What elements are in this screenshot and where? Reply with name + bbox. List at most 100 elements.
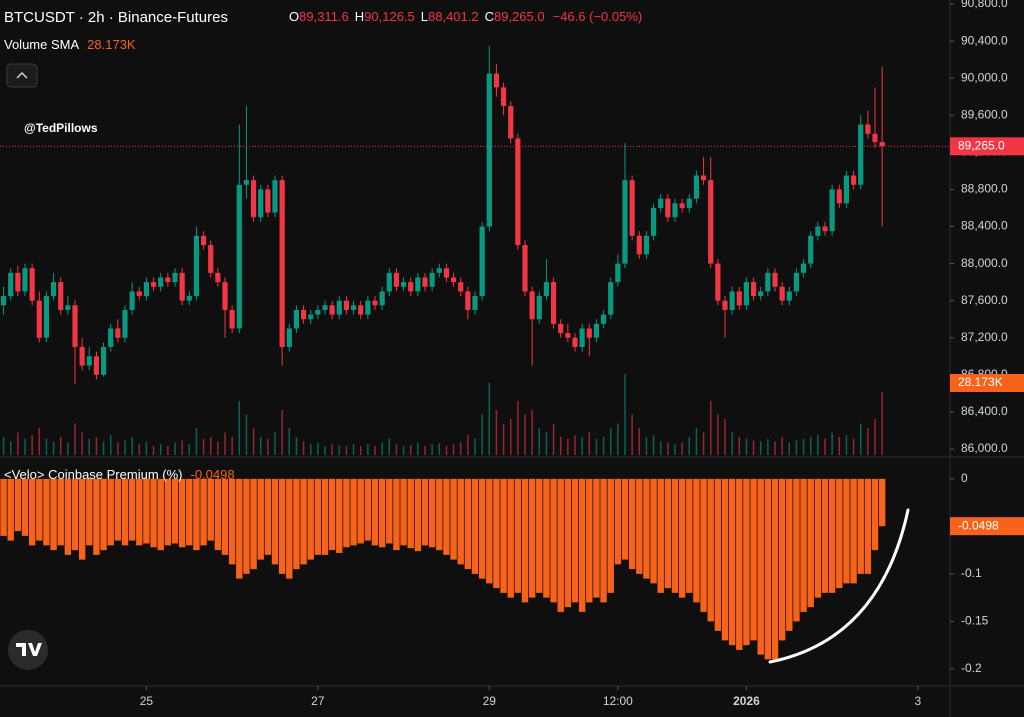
volume-bar [381,442,383,455]
premium-bar [821,478,829,593]
volume-bar [431,444,433,455]
premium-bar [528,478,536,598]
candle-body [672,203,678,218]
premium-bar [378,478,386,548]
premium-bar [14,478,22,532]
volume-bar [809,437,812,455]
candle-body [536,296,542,320]
premium-bar [200,478,207,546]
volume-bar [524,414,526,455]
premium-bar [550,478,557,603]
premium-bar [678,478,686,598]
candle-body [515,138,521,246]
volume-bar [267,438,269,455]
candle-body [36,300,42,338]
candle-body [800,263,807,273]
volume-bar [652,435,655,455]
candle-body [708,180,714,264]
volume-bar [74,423,76,455]
candle-body [686,198,692,208]
volume-bar [659,441,662,455]
candle-body [129,291,135,310]
volume-bar [88,438,91,455]
premium-bar [486,478,493,584]
volume-bar [367,444,369,455]
candle-body [122,309,128,338]
volume-bar [52,441,55,455]
volume-bar [717,414,719,455]
volume-bar [867,428,869,455]
premium-bar [371,478,379,546]
premium-bar [278,478,286,574]
x-tick-label: 12:00 [603,694,633,708]
volume-bar [102,441,105,455]
y-tick-label: -0.1 [961,566,982,580]
x-tick-label: 27 [311,694,325,708]
candle-body [572,337,578,348]
premium-tag: -0.0498 [958,518,999,532]
y-tick-label: -0.15 [961,614,989,628]
volume-bar [681,442,683,455]
premium-bar [307,478,314,560]
candle-body [229,309,235,329]
y-tick-label: 89,600.0 [961,107,1008,121]
candle-body [100,347,107,375]
legend-key: H [355,9,364,24]
premium-bar [543,478,550,598]
y-tick-label: 88,000.0 [961,256,1008,270]
volume-bar [345,446,348,455]
candle-body [622,180,628,264]
premium-bar [878,478,886,527]
premium-bar [743,478,750,646]
volume-legend: Volume SMA 28.173K [4,37,136,52]
logo-circle[interactable] [8,630,48,670]
collapse-button[interactable] [6,63,38,88]
candle-body [608,282,614,315]
volume-bar [474,438,476,455]
annotation-arc [768,508,910,664]
volume-bar [574,435,576,455]
candle-body [793,272,800,292]
candle-body [522,245,528,292]
volume-bar [502,423,505,455]
volume-bar [309,444,312,455]
y-tick-label: -0.2 [961,661,982,675]
candle-body [79,347,85,366]
premium-bar [836,478,843,589]
premium-bar [843,478,850,584]
volume-sma-tag-bg [950,374,1024,392]
volume-bar [467,435,469,455]
premium-bar [71,478,79,551]
premium-bar [336,478,343,553]
volume-bar [288,428,291,455]
volume-bar [838,437,841,455]
candle-body [500,87,507,106]
candle-body [136,291,142,297]
premium-bar [143,478,150,544]
volume-bar [817,435,819,455]
volume-bar [181,440,183,455]
premium-bar [286,478,293,579]
volume-bar [331,444,333,455]
volume-bar [702,432,705,455]
volume-bar [852,438,855,455]
chart-title: BTCUSDT · 2h · Binance-Futures [4,9,228,26]
volume-bar [138,444,141,455]
candle-body [258,189,264,218]
premium-bar [464,478,472,570]
volume-bar [17,432,19,455]
premium-bar [386,478,393,544]
candle-body [865,124,871,134]
premium-bar [164,478,172,546]
y-tick-label: 0 [961,471,968,485]
premium-bar [171,478,179,544]
candle-body [415,277,421,292]
volume-bar [359,446,362,455]
candle-body [443,268,450,278]
candle-body [779,286,785,301]
candle-body [843,175,850,204]
candle-body [408,282,414,292]
volume-bar [338,445,341,455]
volume-bar [731,432,733,455]
